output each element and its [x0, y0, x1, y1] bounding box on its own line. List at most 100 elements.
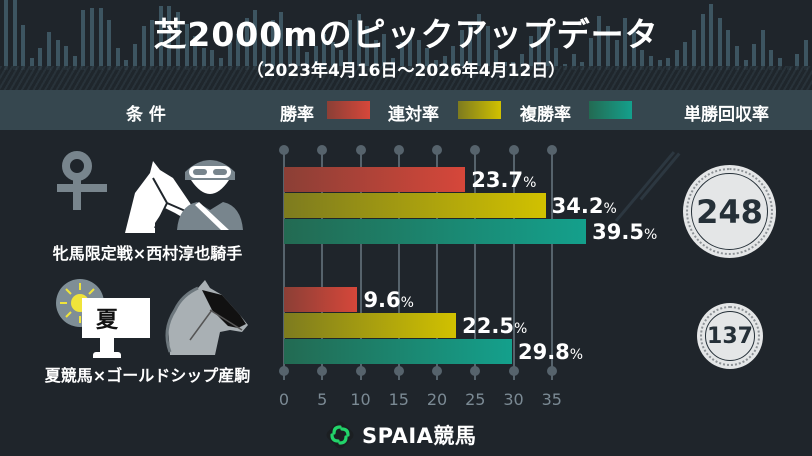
grid-dot — [279, 366, 289, 376]
decorative-bar — [339, 50, 344, 70]
page-title: 芝2000mのピックアップデータ — [153, 15, 659, 54]
spaia-logo-icon — [326, 421, 354, 449]
decorative-bar — [795, 54, 800, 70]
decorative-bar — [12, 0, 17, 70]
decorative-bar — [313, 46, 318, 70]
x-axis-tick: 35 — [541, 390, 562, 409]
decorative-bar — [98, 8, 103, 70]
gridline — [397, 150, 400, 380]
summer-sign-text: 夏 — [95, 308, 118, 333]
decorative-hatch — [0, 66, 812, 90]
decorative-bar — [305, 52, 309, 70]
gridline — [474, 150, 477, 380]
bar-row2-place — [284, 313, 457, 338]
legend-swatch-show — [589, 101, 632, 119]
decorative-bar — [348, 20, 352, 70]
legend-label-show: 複勝率 — [520, 105, 571, 125]
x-axis-tick: 15 — [388, 390, 409, 409]
spaia-logo-text: SPAIA競馬 — [362, 424, 477, 448]
bar-row1-place — [284, 193, 546, 218]
female-symbol-icon — [57, 151, 107, 210]
grid-dot — [508, 366, 519, 376]
decorative-bar — [330, 42, 335, 70]
horse-head-icon — [165, 280, 248, 355]
grid-dot — [355, 366, 366, 376]
decorative-bar — [72, 56, 77, 70]
decorative-bar — [597, 16, 602, 70]
decorative-bar — [752, 44, 757, 70]
grid-dot — [470, 366, 481, 376]
decorative-bar — [133, 44, 137, 70]
header-band — [0, 90, 812, 130]
decorative-bar — [683, 42, 688, 70]
decorative-bar — [778, 58, 782, 70]
decorative-bar — [485, 26, 490, 70]
decorative-bar — [64, 46, 69, 70]
grid-dot — [317, 145, 328, 155]
decorative-bar — [21, 25, 26, 70]
gridline — [321, 150, 324, 380]
grid-dot — [355, 145, 366, 155]
decorative-bar — [227, 42, 232, 70]
decorative-bar — [382, 34, 387, 70]
decorative-bar — [115, 48, 120, 70]
decorative-bar — [391, 58, 395, 70]
decorative-bar — [459, 30, 464, 70]
decorative-bar — [47, 32, 51, 70]
gridline — [436, 150, 438, 380]
decorative-bar — [442, 56, 447, 70]
value-row1-show: 39.5% — [592, 220, 658, 244]
decorative-bar — [219, 58, 223, 70]
decorative-bar — [262, 30, 266, 70]
summer-sign-icon: 夏 — [82, 298, 150, 338]
decorative-bar — [29, 58, 34, 70]
decorative-bar — [674, 50, 679, 70]
decorative-bar — [90, 8, 94, 70]
grid-dot — [432, 366, 442, 376]
spaia-logo: SPAIA競馬 — [326, 420, 476, 450]
decorative-bar — [735, 46, 739, 70]
decorative-bar — [141, 26, 146, 70]
decorative-bar — [201, 48, 206, 70]
decorative-bar — [494, 50, 499, 70]
decorative-bar — [537, 26, 542, 70]
decorative-bar — [554, 48, 559, 70]
decorative-bar — [640, 50, 645, 70]
grid-dot — [317, 366, 328, 376]
decorative-bar — [614, 40, 619, 70]
decorative-bar — [279, 12, 284, 70]
value-row1-win: 23.7% — [471, 168, 537, 192]
x-axis-tick: 5 — [317, 390, 328, 409]
decorative-bar — [657, 60, 662, 70]
value-row2-show: 29.8% — [517, 340, 584, 364]
bar-row1-win — [284, 167, 466, 192]
decorative-bar — [4, 0, 8, 70]
grid-dot — [470, 145, 481, 155]
decorative-bar — [649, 56, 653, 70]
value-row1-place: 34.2% — [551, 194, 617, 218]
decorative-bar — [743, 60, 748, 70]
decorative-bar — [158, 6, 163, 70]
decorative-bar — [38, 48, 43, 70]
date-range-subtitle: （2023年4月16日〜2026年4月12日） — [246, 61, 566, 81]
decorative-bar — [769, 50, 774, 70]
legend-label-place: 連対率 — [388, 105, 439, 125]
bar-row1-show — [284, 219, 587, 244]
decorative-bar — [210, 50, 215, 70]
decorative-bar — [81, 10, 86, 70]
row1-icons — [55, 148, 255, 238]
decorative-bar — [631, 30, 636, 70]
gridline — [550, 150, 553, 380]
decorative-bar — [236, 34, 241, 70]
decorative-bar — [666, 58, 671, 70]
decorative-bar — [253, 10, 258, 70]
decorative-bar — [588, 38, 593, 70]
x-axis-tick: 20 — [426, 390, 448, 409]
decorative-bar — [296, 40, 301, 70]
gridline — [359, 150, 362, 380]
decorative-bar — [468, 22, 473, 70]
decorative-bar — [287, 28, 292, 70]
x-axis-tick: 25 — [465, 390, 486, 409]
decorative-bar-background — [0, 0, 812, 70]
horse-head-icon — [125, 161, 195, 233]
